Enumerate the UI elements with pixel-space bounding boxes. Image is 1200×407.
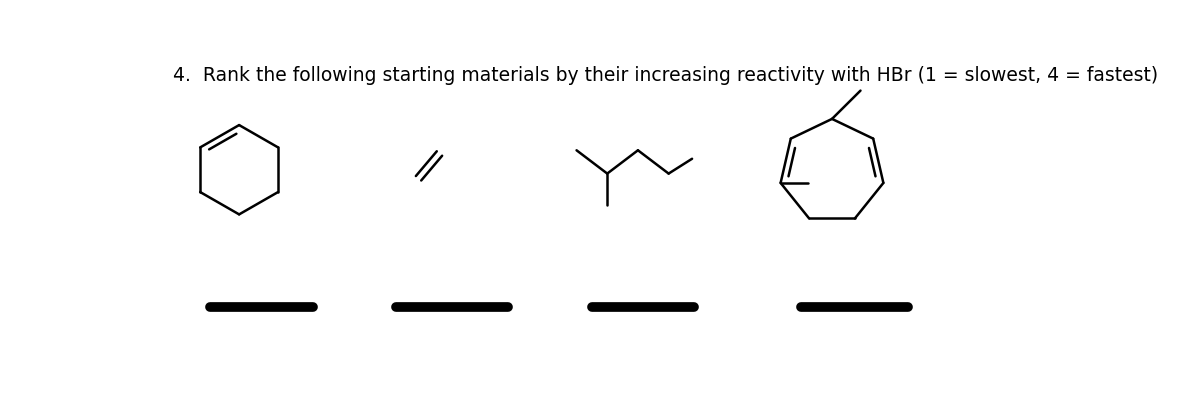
Text: 4.  Rank the following starting materials by their increasing reactivity with HB: 4. Rank the following starting materials… [173,66,1158,85]
